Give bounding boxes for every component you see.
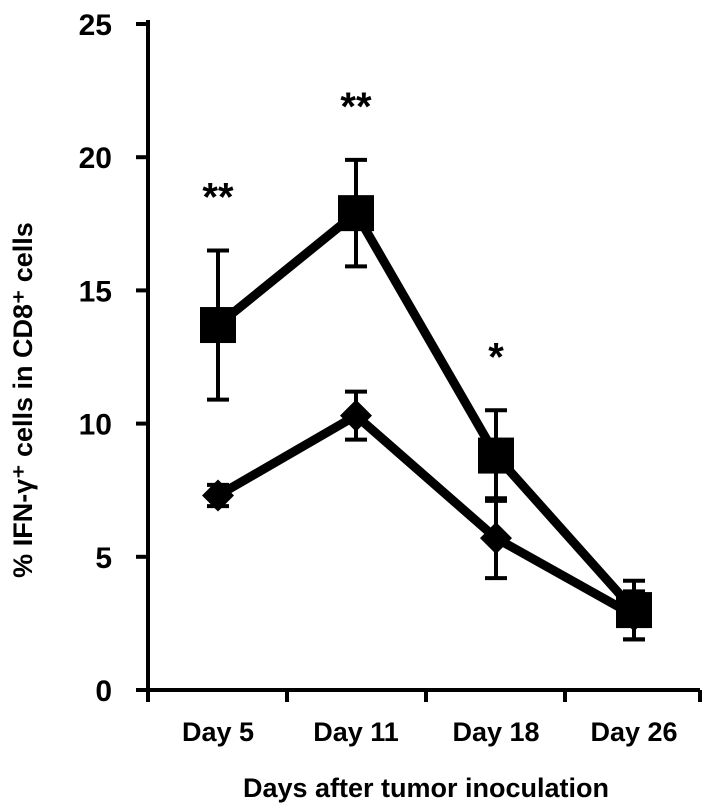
data-point-square bbox=[200, 307, 236, 344]
y-tick-label: 10 bbox=[79, 409, 112, 442]
data-point-diamond bbox=[618, 599, 650, 632]
series-diamond bbox=[202, 389, 650, 642]
y-axis-title: % IFN-γ⁺ cells in CD8⁺ cells bbox=[8, 222, 38, 578]
significance-annotation: ** bbox=[340, 85, 372, 129]
data-point-diamond bbox=[340, 399, 372, 432]
series-square bbox=[200, 157, 652, 642]
x-tick-label: Day 5 bbox=[182, 717, 254, 747]
data-point-diamond bbox=[202, 479, 234, 512]
series-line bbox=[215, 411, 637, 620]
axes: 0 5 10 15 20 25 Day 5 Day 11 Day 18 Day 26 bbox=[79, 9, 702, 747]
x-axis-title: Days after tumor inoculation bbox=[243, 773, 609, 803]
series-line bbox=[215, 208, 638, 614]
series-layer: ***** bbox=[200, 85, 652, 642]
significance-annotation: ** bbox=[202, 175, 234, 219]
data-point-square bbox=[478, 437, 514, 474]
y-tick-label: 5 bbox=[95, 542, 112, 575]
data-point-diamond bbox=[480, 522, 512, 555]
x-tick-label: Day 18 bbox=[452, 717, 539, 747]
x-tick-label: Day 26 bbox=[590, 717, 677, 747]
y-tick-label: 20 bbox=[79, 142, 112, 175]
y-tick-label: 0 bbox=[95, 675, 112, 708]
y-tick-label: 15 bbox=[79, 275, 112, 308]
data-point-square bbox=[338, 195, 374, 232]
significance-annotation: * bbox=[488, 335, 504, 379]
x-tick-label: Day 11 bbox=[313, 717, 399, 747]
y-tick-label: 25 bbox=[79, 9, 112, 42]
